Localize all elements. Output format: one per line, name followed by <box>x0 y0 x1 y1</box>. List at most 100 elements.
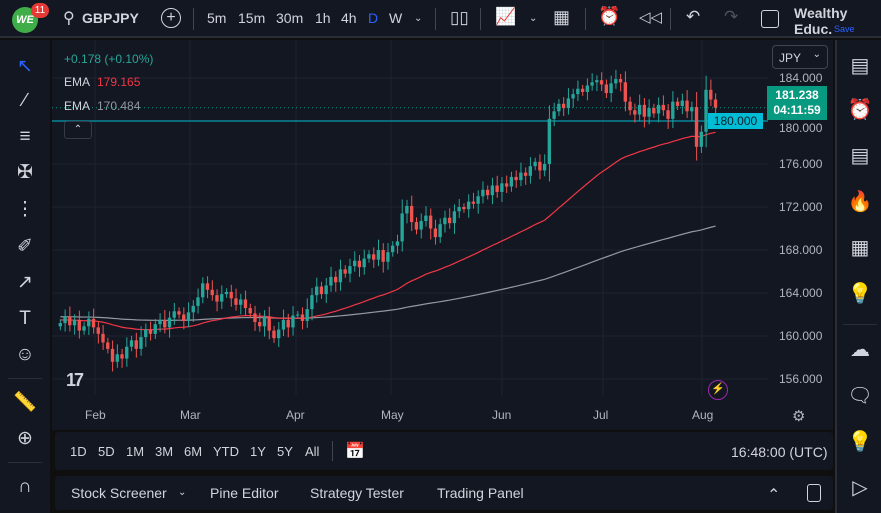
interval-1h[interactable]: 1h <box>315 10 331 26</box>
candle[interactable] <box>82 326 86 331</box>
candle[interactable] <box>58 323 62 327</box>
candle[interactable] <box>281 319 286 330</box>
candle[interactable] <box>153 324 157 334</box>
candle[interactable] <box>182 314 186 321</box>
candle[interactable] <box>685 100 689 112</box>
candle[interactable] <box>528 166 533 176</box>
calendar-icon[interactable]: ▦ <box>850 237 870 259</box>
fire-icon[interactable]: 🔥 <box>847 191 873 213</box>
candle[interactable] <box>234 298 238 305</box>
candle[interactable] <box>628 101 632 111</box>
candle[interactable] <box>210 289 214 296</box>
candle[interactable] <box>661 104 665 111</box>
indicators-icon[interactable]: 📈 <box>495 7 517 26</box>
candle[interactable] <box>671 101 675 119</box>
candle[interactable] <box>576 88 580 95</box>
candle[interactable] <box>315 286 319 296</box>
candle[interactable] <box>158 319 162 325</box>
candle[interactable] <box>495 185 499 192</box>
chart-pane[interactable]: +0.178 (+0.10%) EMA 179.165 EMA 170.484 … <box>52 40 833 430</box>
ema-slow-label[interactable]: EMA <box>64 99 91 113</box>
candle[interactable] <box>277 329 281 339</box>
candle[interactable] <box>647 108 651 117</box>
candle[interactable] <box>177 311 181 315</box>
candle[interactable] <box>224 291 229 295</box>
candle[interactable] <box>96 327 100 334</box>
candle[interactable] <box>296 314 300 316</box>
candle[interactable] <box>371 254 376 260</box>
candle[interactable] <box>609 83 613 94</box>
candle[interactable] <box>139 337 143 349</box>
candle[interactable] <box>614 79 618 84</box>
candle[interactable] <box>690 107 694 112</box>
candle[interactable] <box>381 250 385 262</box>
candle[interactable] <box>205 283 210 290</box>
candle[interactable] <box>552 111 556 119</box>
candle[interactable] <box>63 316 67 324</box>
candle[interactable] <box>538 161 542 171</box>
candle[interactable] <box>504 183 509 187</box>
candle[interactable] <box>196 297 200 306</box>
watchlist-icon[interactable]: ▤ <box>850 55 870 77</box>
zoom-in-icon[interactable]: ⊕ <box>17 428 33 449</box>
candle[interactable] <box>172 311 176 318</box>
range-5y[interactable]: 5Y <box>277 444 293 459</box>
range-1y[interactable]: 1Y <box>250 444 266 459</box>
messages-icon[interactable]: 🗨 <box>847 385 873 407</box>
candle[interactable] <box>623 82 627 102</box>
chat-cloud-icon[interactable]: ☁ <box>850 339 870 361</box>
candle[interactable] <box>163 319 167 328</box>
candle[interactable] <box>675 101 680 106</box>
candle[interactable] <box>709 89 713 100</box>
candle[interactable] <box>595 80 599 83</box>
candle[interactable] <box>395 241 400 246</box>
candle[interactable] <box>324 285 328 295</box>
candle[interactable] <box>500 183 504 192</box>
candle[interactable] <box>120 354 124 359</box>
candle[interactable] <box>186 312 191 321</box>
ema-slow-line[interactable] <box>60 225 716 321</box>
hotlist-icon[interactable]: ▤ <box>850 145 870 167</box>
candle[interactable] <box>348 266 352 274</box>
candle[interactable] <box>585 85 589 92</box>
candle[interactable] <box>633 110 637 115</box>
candle[interactable] <box>566 98 571 109</box>
candle[interactable] <box>267 316 271 331</box>
candle[interactable] <box>229 291 233 299</box>
range-all[interactable]: All <box>305 444 320 459</box>
candle[interactable] <box>599 80 604 85</box>
candle[interactable] <box>248 308 252 314</box>
interval-30m[interactable]: 30m <box>276 10 304 26</box>
candle[interactable] <box>144 329 148 338</box>
candle[interactable] <box>215 295 219 302</box>
candle[interactable] <box>590 82 594 86</box>
candle[interactable] <box>291 315 295 328</box>
candles-chart-type-icon[interactable]: ▯▯ <box>450 8 469 27</box>
candle[interactable] <box>191 305 195 313</box>
text-icon[interactable]: T <box>19 308 31 329</box>
replay-icon[interactable]: ◁◁ <box>639 9 663 26</box>
currency-select[interactable]: JPY ⌄ <box>772 45 828 69</box>
candle[interactable] <box>452 211 457 224</box>
tab-strategy-tester[interactable]: Strategy Tester <box>310 485 404 501</box>
candle[interactable] <box>386 252 390 262</box>
expand-panel-icon[interactable]: ⌃ <box>767 487 781 504</box>
candle[interactable] <box>239 299 243 305</box>
candle[interactable] <box>642 104 646 117</box>
lightning-icon[interactable]: ⚡ <box>708 380 728 400</box>
magnet-icon[interactable]: ∩ <box>18 476 32 497</box>
cursor-icon[interactable]: ↖ <box>17 56 33 77</box>
candle[interactable] <box>447 217 452 224</box>
candle[interactable] <box>329 276 333 286</box>
symbol-search[interactable]: GBPJPY <box>82 10 139 26</box>
candle[interactable] <box>338 269 343 283</box>
arrow-icon[interactable]: ↗ <box>17 272 33 293</box>
candle[interactable] <box>319 286 324 295</box>
candle[interactable] <box>400 213 404 242</box>
candle[interactable] <box>618 79 623 83</box>
search-icon[interactable]: ⚲ <box>63 10 75 27</box>
candle[interactable] <box>713 99 718 108</box>
candle[interactable] <box>656 104 661 114</box>
interval-d[interactable]: D <box>368 10 379 26</box>
candle[interactable] <box>201 283 205 298</box>
